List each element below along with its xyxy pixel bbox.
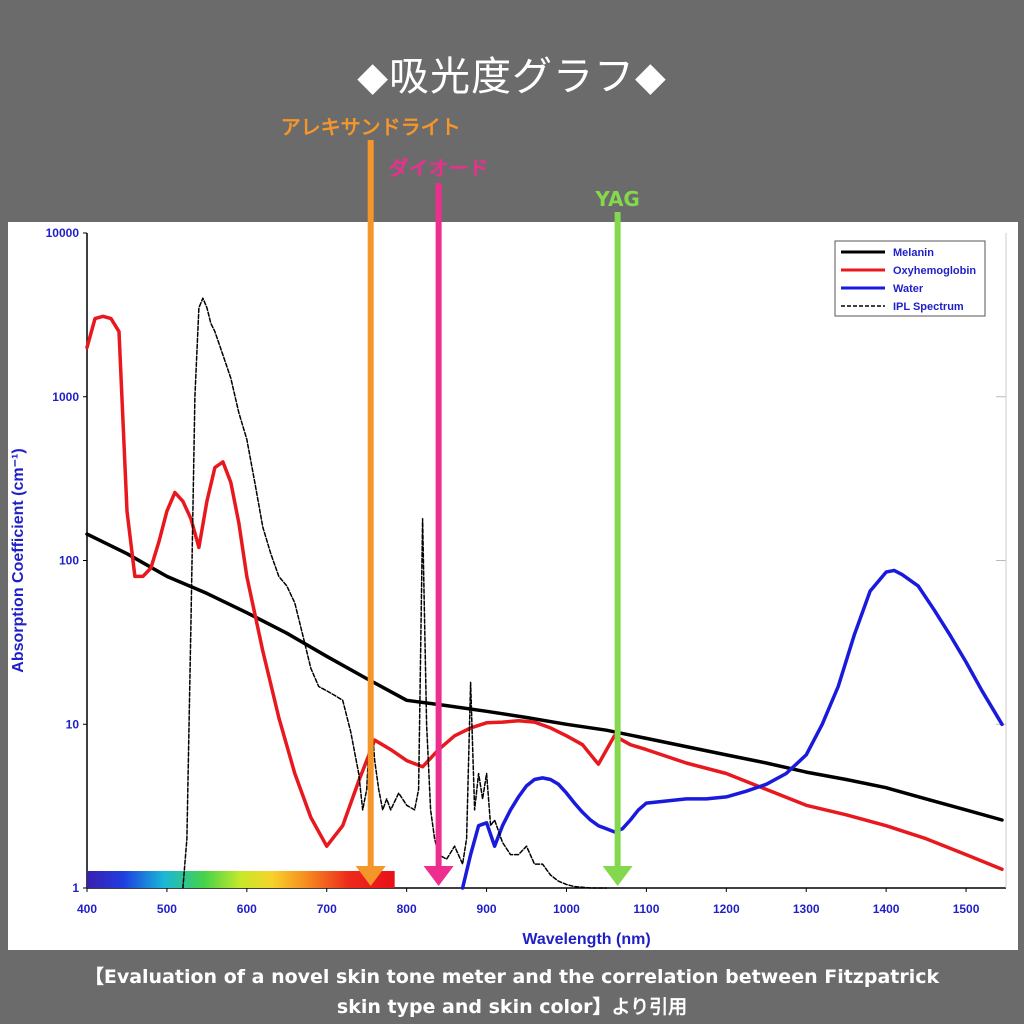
laser-label: YAG xyxy=(594,187,639,211)
chart-panel xyxy=(8,222,1018,950)
caption-line-2: skin type and skin color】より引用 xyxy=(336,996,688,1018)
x-tick-label: 1000 xyxy=(553,902,580,916)
laser-annotation: ダイオード xyxy=(389,156,489,886)
x-tick-label: 600 xyxy=(237,902,257,916)
x-tick-label: 400 xyxy=(77,902,97,916)
visible-spectrum-bar xyxy=(87,871,395,888)
laser-arrowhead xyxy=(355,866,386,886)
x-tick-label: 1100 xyxy=(633,902,659,916)
x-tick-label: 1400 xyxy=(873,902,900,916)
x-tick-label: 1500 xyxy=(953,902,980,916)
laser-label: ダイオード xyxy=(389,156,489,180)
series-line-ipl-spectrum xyxy=(182,297,608,889)
legend-label: Melanin xyxy=(893,247,934,259)
legend-label: Oxyhemoglobin xyxy=(893,265,976,277)
x-tick-label: 800 xyxy=(397,902,417,916)
y-tick-label: 1 xyxy=(72,881,79,895)
laser-annotation: YAG xyxy=(594,187,640,886)
laser-annotation: アレキサンドライト xyxy=(281,115,461,886)
y-tick-label: 10 xyxy=(66,717,80,731)
x-tick-label: 700 xyxy=(317,902,337,916)
laser-arrowhead xyxy=(602,866,633,886)
x-tick-label: 900 xyxy=(477,902,497,916)
x-tick-label: 500 xyxy=(157,902,177,916)
y-tick-label: 1000 xyxy=(52,390,79,404)
laser-label: アレキサンドライト xyxy=(281,115,461,139)
legend-label: Water xyxy=(893,283,924,295)
page-title: ◆吸光度グラフ◆ xyxy=(357,54,667,100)
series-line-water xyxy=(460,568,1004,890)
y-tick-label: 100 xyxy=(59,554,79,568)
series-line-oxyhemoglobin xyxy=(85,314,1004,872)
citation-caption: 【Evaluation of a novel skin tone meter a… xyxy=(0,962,1024,1022)
x-axis-title: Wavelength (nm) xyxy=(522,931,650,948)
series-line-melanin xyxy=(85,532,1004,822)
caption-line-1: 【Evaluation of a novel skin tone meter a… xyxy=(84,966,940,988)
x-tick-label: 1200 xyxy=(713,902,740,916)
y-axis-title: Absorption Coefficient (cm⁻¹) xyxy=(10,448,27,672)
x-tick-label: 1300 xyxy=(793,902,820,916)
laser-arrowhead xyxy=(423,866,454,886)
legend-label: IPL Spectrum xyxy=(893,301,964,313)
y-tick-label: 10000 xyxy=(46,226,80,240)
